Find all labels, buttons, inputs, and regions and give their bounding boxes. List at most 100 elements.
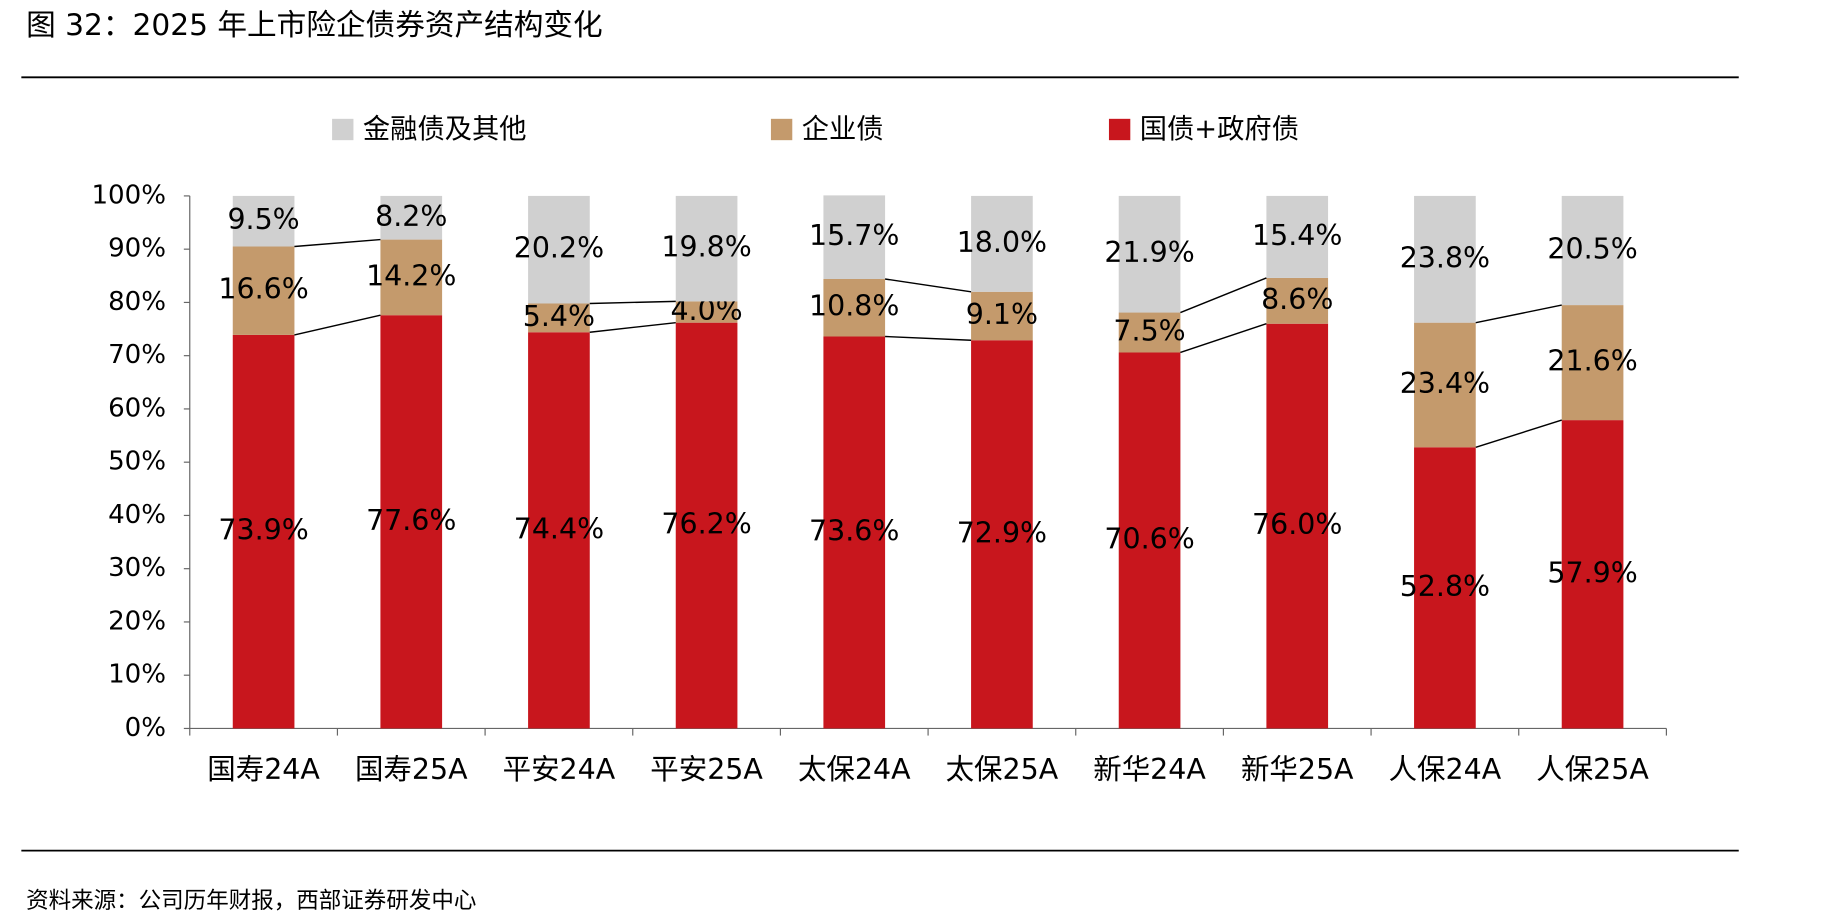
y-tick-label: 60% (108, 393, 166, 423)
bar-segment (1561, 305, 1624, 421)
data-label: 20.5% (1547, 233, 1637, 266)
bar-segment (823, 336, 886, 729)
y-tick-label: 50% (108, 447, 166, 477)
bar-segment (1118, 352, 1181, 729)
bar-segment (971, 291, 1033, 341)
bar-segment (1561, 420, 1624, 729)
x-tick-label: 国寿24A (207, 753, 320, 786)
bar-segment (1414, 322, 1476, 448)
bar-segment (380, 239, 443, 316)
bar-segment (1414, 195, 1476, 323)
y-tick-label: 100% (91, 180, 166, 210)
bar-segment (1118, 195, 1181, 313)
legend-label: 企业债 (802, 114, 884, 145)
series-line (294, 314, 381, 336)
legend-label: 金融债及其他 (363, 114, 527, 145)
bar-segment (675, 322, 738, 729)
y-tick-label: 40% (108, 500, 166, 530)
bar-segment (528, 332, 590, 729)
bar-segment (528, 303, 590, 333)
series-line (294, 238, 381, 248)
bar-segment (528, 195, 590, 304)
data-label: 23.8% (1400, 241, 1490, 274)
y-tick-label: 70% (108, 340, 166, 370)
x-tick-label: 人保24A (1389, 753, 1502, 786)
data-label: 14.2% (366, 259, 456, 292)
bar-segment (1118, 312, 1181, 353)
data-label: 8.6% (1261, 283, 1333, 316)
bar-segment (380, 195, 443, 240)
legend-label: 国债+政府债 (1140, 114, 1299, 145)
y-tick-label: 10% (108, 660, 166, 690)
x-tick-label: 平安24A (503, 753, 616, 786)
data-label: 73.6% (809, 514, 899, 547)
data-label: 18.0% (957, 226, 1047, 259)
data-label: 76.0% (1252, 508, 1342, 541)
bar-segment (1561, 195, 1624, 306)
data-label: 15.7% (809, 219, 899, 252)
series-line (1180, 323, 1267, 354)
x-tick-label: 国寿25A (355, 753, 468, 786)
data-label: 70.6% (1104, 522, 1194, 555)
y-tick-label: 80% (108, 287, 166, 317)
y-tick-label: 90% (108, 234, 166, 264)
series-line (885, 335, 972, 341)
x-tick-label: 新华25A (1241, 753, 1354, 786)
y-tick-label: 30% (108, 553, 166, 583)
series-line (884, 278, 972, 293)
bar-segment (232, 195, 295, 247)
bar-segment (675, 195, 738, 302)
x-tick-label: 人保25A (1536, 753, 1649, 786)
x-tick-label: 平安25A (650, 753, 763, 786)
data-label: 73.9% (218, 514, 308, 547)
source-note: 资料来源：公司历年财报，西部证券研发中心 (26, 888, 476, 914)
series-line (1475, 419, 1562, 448)
bar-segment (675, 301, 738, 323)
data-label: 77.6% (366, 504, 456, 537)
series-line (589, 300, 676, 305)
bar-segment (1266, 277, 1329, 324)
data-label: 5.4% (523, 300, 595, 333)
bar-segment (971, 340, 1033, 729)
bar-segment (1266, 195, 1329, 278)
data-label: 76.2% (661, 508, 751, 541)
data-label: 57.9% (1547, 556, 1637, 589)
bar-segment (971, 195, 1033, 292)
bar-segment (232, 334, 295, 729)
series-line (1475, 304, 1562, 324)
data-label: 23.4% (1400, 367, 1490, 400)
legend-swatch (770, 118, 793, 141)
bar-segment (1266, 323, 1329, 729)
data-label: 52.8% (1400, 570, 1490, 603)
data-label: 8.2% (375, 200, 447, 233)
series-line (589, 321, 676, 333)
bar-segment (823, 195, 886, 279)
bar-segment (1414, 447, 1476, 729)
y-tick-label: 0% (125, 713, 166, 743)
data-label: 15.4% (1252, 219, 1342, 252)
data-label: 16.6% (218, 273, 308, 306)
data-label: 74.4% (514, 512, 604, 545)
series-line (1180, 277, 1267, 314)
x-tick-label: 新华24A (1093, 753, 1206, 786)
data-label: 19.8% (661, 231, 751, 264)
data-label: 10.8% (809, 290, 899, 323)
legend-swatch (1108, 118, 1131, 141)
bar-segment (823, 278, 886, 337)
data-label: 9.5% (227, 203, 299, 236)
data-label: 7.5% (1113, 315, 1185, 348)
x-tick-label: 太保25A (946, 753, 1059, 786)
x-tick-label: 太保24A (798, 753, 911, 786)
data-label: 72.9% (957, 516, 1047, 549)
data-label: 9.1% (966, 298, 1038, 331)
data-label: 21.6% (1547, 345, 1637, 378)
data-label: 21.9% (1104, 236, 1194, 269)
chart-title: 图 32：2025 年上市险企债券资产结构变化 (26, 7, 603, 42)
legend-swatch (332, 118, 354, 141)
bar-segment (232, 246, 295, 335)
data-label: 20.2% (514, 232, 604, 265)
bar-segment (380, 315, 443, 729)
y-tick-label: 20% (108, 606, 166, 636)
